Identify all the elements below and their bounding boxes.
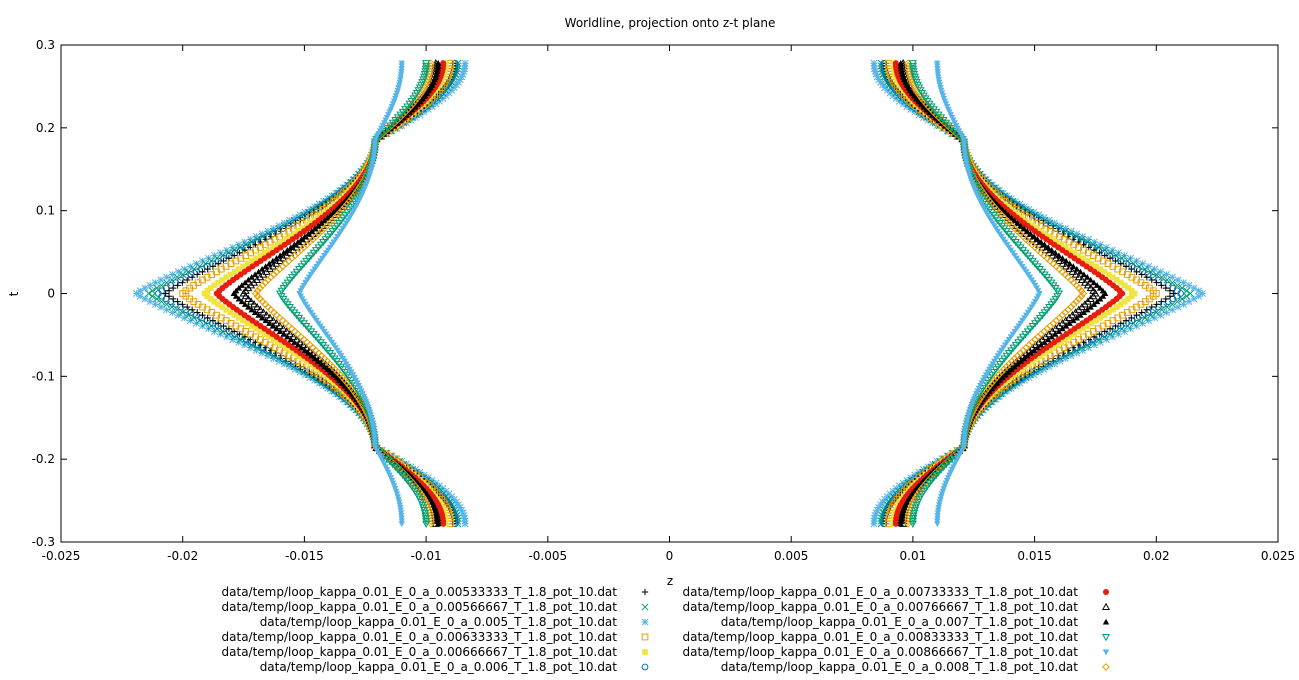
legend-item: data/temp/loop_kappa_0.01_E_0_a_0.006666…	[222, 645, 648, 659]
legend-marker	[641, 618, 649, 626]
legend-marker	[1101, 602, 1111, 611]
legend-marker	[642, 649, 648, 655]
legend-marker	[641, 633, 649, 641]
legend-label: data/temp/loop_kappa_0.01_E_0_a_0.008666…	[683, 645, 1079, 659]
legend-marker	[1101, 633, 1111, 642]
y-tick-label: 0.3	[36, 38, 55, 52]
legend-label: data/temp/loop_kappa_0.01_E_0_a_0.007333…	[683, 585, 1079, 599]
legend-item: data/temp/loop_kappa_0.01_E_0_a_0.006333…	[222, 630, 649, 644]
legend-item: data/temp/loop_kappa_0.01_E_0_a_0.007_T_…	[721, 615, 1110, 629]
x-tick-label: -0.015	[285, 549, 324, 563]
x-tick-label: 0.025	[1261, 549, 1295, 563]
y-tick-label: -0.2	[32, 452, 55, 466]
series-layer	[132, 58, 1207, 529]
legend-item: data/temp/loop_kappa_0.01_E_0_a_0.005_T_…	[260, 615, 649, 629]
legend-item: data/temp/loop_kappa_0.01_E_0_a_0.005666…	[222, 600, 649, 614]
legend-marker	[641, 588, 649, 596]
legend-label: data/temp/loop_kappa_0.01_E_0_a_0.005333…	[222, 585, 618, 599]
legend-item: data/temp/loop_kappa_0.01_E_0_a_0.008666…	[683, 645, 1110, 659]
x-tick-label: 0.005	[774, 549, 808, 563]
chart-title: Worldline, projection onto z-t plane	[565, 16, 776, 30]
legend-label: data/temp/loop_kappa_0.01_E_0_a_0.006666…	[222, 645, 618, 659]
legend-label: data/temp/loop_kappa_0.01_E_0_a_0.007_T_…	[721, 615, 1079, 629]
legend: data/temp/loop_kappa_0.01_E_0_a_0.005333…	[222, 585, 1111, 674]
legend-item: data/temp/loop_kappa_0.01_E_0_a_0.006_T_…	[260, 660, 649, 674]
legend-marker	[641, 663, 649, 671]
legend-label: data/temp/loop_kappa_0.01_E_0_a_0.006_T_…	[260, 660, 618, 674]
y-tick-label: -0.3	[32, 535, 55, 549]
x-tick-label: 0.01	[900, 549, 927, 563]
legend-label: data/temp/loop_kappa_0.01_E_0_a_0.005_T_…	[260, 615, 618, 629]
x-axis-label: z	[667, 574, 673, 588]
legend-item: data/temp/loop_kappa_0.01_E_0_a_0.008_T_…	[721, 660, 1110, 674]
legend-marker	[1102, 618, 1110, 625]
legend-label: data/temp/loop_kappa_0.01_E_0_a_0.007666…	[683, 600, 1079, 614]
y-tick-label: 0.2	[36, 121, 55, 135]
x-tick-label: 0	[666, 549, 674, 563]
legend-item: data/temp/loop_kappa_0.01_E_0_a_0.005333…	[222, 585, 649, 599]
legend-label: data/temp/loop_kappa_0.01_E_0_a_0.008333…	[683, 630, 1079, 644]
legend-item: data/temp/loop_kappa_0.01_E_0_a_0.007666…	[683, 600, 1111, 614]
legend-label: data/temp/loop_kappa_0.01_E_0_a_0.008_T_…	[721, 660, 1079, 674]
x-tick-label: 0.015	[1017, 549, 1051, 563]
legend-item: data/temp/loop_kappa_0.01_E_0_a_0.008333…	[683, 630, 1111, 644]
x-tick-label: 0.02	[1143, 549, 1170, 563]
legend-marker	[1102, 663, 1110, 671]
y-tick-label: 0.1	[36, 204, 55, 218]
y-axis: 0.3 0.2 0.1 0 -0.1 -0.2 -0.3	[32, 38, 1278, 549]
legend-marker	[1102, 588, 1110, 596]
legend-label: data/temp/loop_kappa_0.01_E_0_a_0.006333…	[222, 630, 618, 644]
legend-marker	[641, 603, 649, 611]
x-tick-label: -0.005	[528, 549, 567, 563]
x-tick-label: -0.01	[411, 549, 442, 563]
series-11	[296, 60, 1043, 527]
legend-item: data/temp/loop_kappa_0.01_E_0_a_0.007333…	[683, 585, 1110, 599]
legend-label: data/temp/loop_kappa_0.01_E_0_a_0.005666…	[222, 600, 618, 614]
y-tick-label: -0.1	[32, 369, 55, 383]
x-tick-label: -0.025	[42, 549, 81, 563]
x-tick-label: -0.02	[167, 549, 198, 563]
y-tick-label: 0	[47, 287, 55, 301]
legend-marker	[1102, 649, 1110, 656]
x-axis: -0.025 -0.02 -0.015 -0.01 -0.005 0 0.005 0.01 0.…	[42, 45, 1295, 563]
y-axis-label: t	[7, 291, 21, 296]
